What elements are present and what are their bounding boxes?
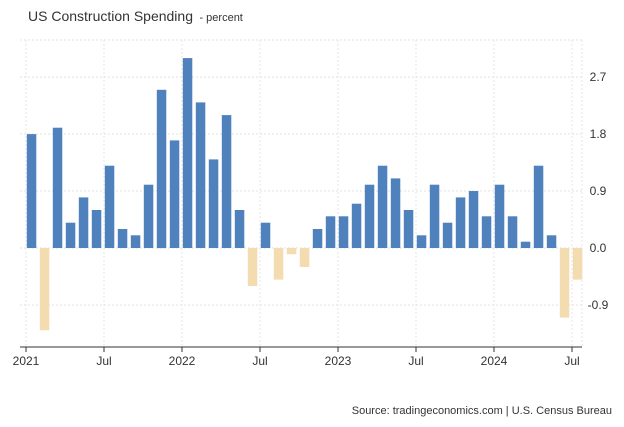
- x-tick-label: Jul: [564, 354, 579, 368]
- bar-2022-12: [325, 216, 336, 248]
- bar-2023-01: [338, 216, 349, 248]
- bar-2021-09: [130, 235, 141, 248]
- bar-2022-10: [299, 248, 310, 267]
- bar-2021-08: [117, 229, 128, 248]
- bar-2023-10: [455, 197, 466, 248]
- x-tick-label: 2021: [13, 354, 40, 368]
- bar-2024-01: [494, 184, 505, 248]
- bar-2023-07: [416, 235, 427, 248]
- bar-2023-09: [442, 222, 453, 248]
- bar-2022-08: [273, 248, 284, 280]
- chart-subtitle: - percent: [199, 12, 243, 24]
- bar-2022-06: [247, 248, 258, 286]
- bar-2024-04: [533, 165, 544, 248]
- bar-2021-07: [104, 165, 115, 248]
- y-tick-label: 2.7: [590, 70, 607, 84]
- bar-2023-12: [481, 216, 492, 248]
- bar-2024-06: [559, 248, 570, 318]
- bar-2023-11: [468, 191, 479, 248]
- bar-2022-02: [195, 102, 206, 249]
- y-tick-label: 0.0: [590, 241, 607, 255]
- bar-2023-05: [390, 178, 401, 248]
- chart-title: US Construction Spending: [28, 8, 193, 24]
- bar-2021-05: [78, 197, 89, 248]
- bar-2022-11: [312, 229, 323, 248]
- y-tick-label: -0.9: [588, 298, 609, 312]
- bar-2023-08: [429, 184, 440, 248]
- bar-2024-03: [520, 241, 531, 248]
- bar-2023-04: [377, 165, 388, 248]
- bar-2022-01: [182, 58, 193, 248]
- bar-2021-01: [26, 134, 37, 248]
- bar-2021-06: [91, 210, 102, 248]
- bar-2021-03: [52, 127, 63, 248]
- chart-source: Source: tradingeconomics.com | U.S. Cens…: [351, 405, 612, 417]
- bar-2024-02: [507, 216, 518, 248]
- bar-2022-07: [260, 222, 271, 248]
- bar-2022-03: [208, 159, 219, 248]
- bar-2021-11: [156, 89, 167, 249]
- x-tick-label: Jul: [408, 354, 423, 368]
- y-tick-label: 1.8: [590, 127, 607, 141]
- bar-2024-05: [546, 235, 557, 248]
- chart-title-block: US Construction Spending - percent: [28, 8, 243, 26]
- bar-2021-04: [65, 222, 76, 248]
- x-tick-label: 2023: [325, 354, 352, 368]
- x-tick-label: Jul: [252, 354, 267, 368]
- bar-2023-03: [364, 184, 375, 248]
- bar-2022-04: [221, 115, 232, 248]
- bar-2023-06: [403, 210, 414, 248]
- x-tick-label: Jul: [96, 354, 111, 368]
- y-tick-label: 0.9: [590, 184, 607, 198]
- bar-2023-02: [351, 203, 362, 248]
- x-tick-label: 2022: [169, 354, 196, 368]
- bar-2021-12: [169, 140, 180, 248]
- bar-2022-09: [286, 248, 297, 255]
- x-tick-label: 2024: [481, 354, 508, 368]
- bar-2024-07: [572, 248, 583, 280]
- bar-2021-02: [39, 248, 50, 331]
- bar-2022-05: [234, 210, 245, 248]
- bar-2021-10: [143, 184, 154, 248]
